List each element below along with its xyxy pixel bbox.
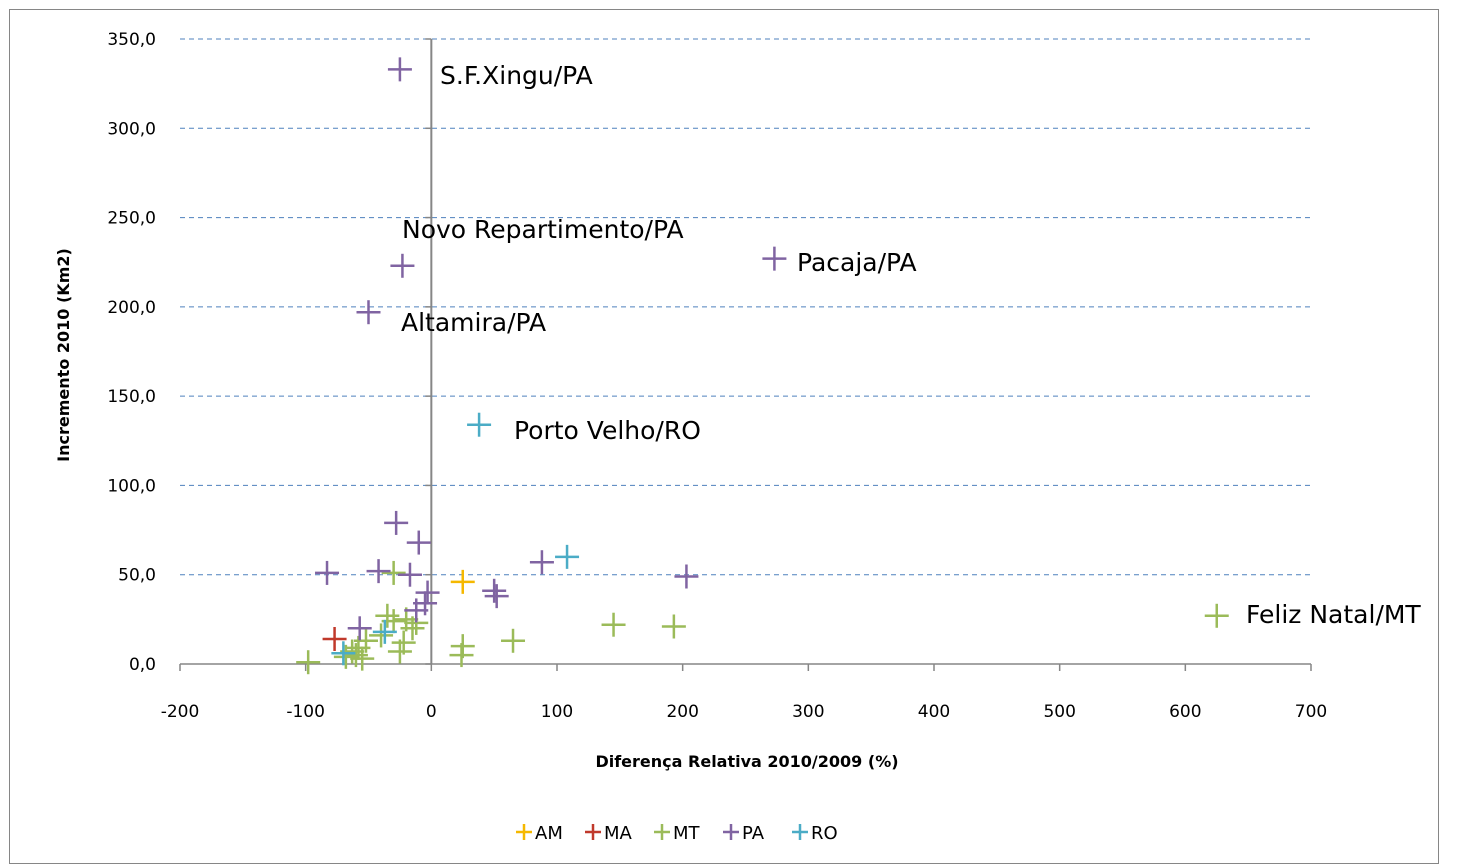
gridlines <box>180 38 1311 576</box>
data-point-mt <box>1204 603 1229 628</box>
legend-item-pa: PA <box>723 823 765 844</box>
legend-marker <box>585 824 601 840</box>
x-tick-label: 400 <box>918 702 950 722</box>
legend-item-ma: MA <box>585 823 633 844</box>
x-tick-label: -100 <box>286 702 325 722</box>
legend-marker <box>723 824 739 840</box>
data-point-mt <box>369 623 394 648</box>
data-point-pa <box>529 550 554 575</box>
data-point-mt <box>391 630 416 655</box>
x-tick-label: 200 <box>666 702 698 722</box>
annotation-label: Porto Velho/RO <box>514 416 701 445</box>
x-tick-label: -200 <box>161 702 200 722</box>
legend-label: MT <box>673 823 701 844</box>
data-point-pa <box>390 253 415 278</box>
y-axis-title: Incremento 2010 (Km2) <box>54 248 73 462</box>
y-tick-label: 50,0 <box>118 566 156 586</box>
data-point-mt <box>296 650 321 675</box>
y-tick-label: 300,0 <box>107 119 156 139</box>
data-point-ro <box>467 412 492 437</box>
x-tick-label: 100 <box>541 702 573 722</box>
legend: AM MA MT PA RO <box>516 823 838 844</box>
legend-marker <box>654 824 670 840</box>
annotation-label: S.F.Xingu/PA <box>440 61 593 90</box>
x-tick-label: 500 <box>1043 702 1075 722</box>
data-point-pa <box>674 564 699 589</box>
data-point-mt <box>353 628 378 653</box>
chart-frame <box>9 9 1439 864</box>
x-tick-label: 300 <box>792 702 824 722</box>
y-tick-labels: 0,0 50,0 100,0 150,0 200,0 250,0 300,0 350,0 <box>107 30 156 675</box>
legend-item-am: AM <box>516 823 563 844</box>
y-tick-label: 200,0 <box>107 298 156 318</box>
x-tick-label: 0 <box>426 702 437 722</box>
annotation-label: Pacaja/PA <box>797 248 917 277</box>
data-point-pa <box>484 584 509 609</box>
x-tick-labels: -200 -100 0 100 200 300 400 500 600 700 <box>161 702 1328 722</box>
axes <box>179 38 1312 671</box>
annotation-label: Novo Repartimento/PA <box>402 215 684 244</box>
legend-item-mt: MT <box>654 823 701 844</box>
data-point-pa <box>387 57 412 82</box>
data-point-ma <box>322 627 347 651</box>
legend-item-ro: RO <box>792 823 838 844</box>
legend-label: AM <box>535 823 563 844</box>
data-point-pa <box>366 559 391 584</box>
y-tick-label: 0,0 <box>129 655 156 675</box>
data-point-ro <box>372 619 397 644</box>
data-point-pa <box>356 300 381 325</box>
legend-label: RO <box>811 823 838 844</box>
x-tick-label: 700 <box>1295 702 1327 722</box>
y-tick-label: 250,0 <box>107 209 156 229</box>
data-point-pa <box>762 246 787 271</box>
data-point-mt <box>601 612 626 637</box>
legend-marker <box>792 824 808 840</box>
y-tick-label: 150,0 <box>107 387 156 407</box>
legend-label: PA <box>742 823 765 844</box>
data-point-mt <box>333 644 358 669</box>
data-point-mt <box>501 628 526 653</box>
annotation-label: Feliz Natal/MT <box>1246 600 1421 629</box>
data-point-mt <box>449 643 474 668</box>
data-point-ro <box>555 544 580 569</box>
data-point-pa <box>406 530 431 555</box>
y-tick-label: 350,0 <box>107 30 156 50</box>
data-point-pa <box>482 578 507 603</box>
data-point-mt <box>400 616 425 641</box>
data-points <box>296 57 1229 675</box>
data-point-mt <box>381 560 406 585</box>
data-point-pa <box>347 616 372 641</box>
x-axis-title: Diferença Relativa 2010/2009 (%) <box>595 752 898 771</box>
legend-label: MA <box>604 823 633 844</box>
data-point-pa <box>384 510 409 535</box>
annotation-label: Altamira/PA <box>401 308 546 337</box>
annotations: S.F.Xingu/PA Novo Repartimento/PA Pacaja/P… <box>401 61 1421 629</box>
x-tick-label: 600 <box>1169 702 1201 722</box>
data-point-pa <box>397 562 422 587</box>
data-point-mt <box>375 603 400 628</box>
data-point-pa <box>415 580 440 605</box>
data-point-ro <box>331 641 356 666</box>
data-point-am <box>450 569 475 594</box>
legend-marker <box>516 824 532 840</box>
data-point-pa <box>404 598 429 623</box>
data-point-mt <box>350 646 375 671</box>
y-tick-label: 100,0 <box>107 476 156 496</box>
data-point-pa <box>315 560 340 585</box>
data-point-mt <box>661 614 686 639</box>
